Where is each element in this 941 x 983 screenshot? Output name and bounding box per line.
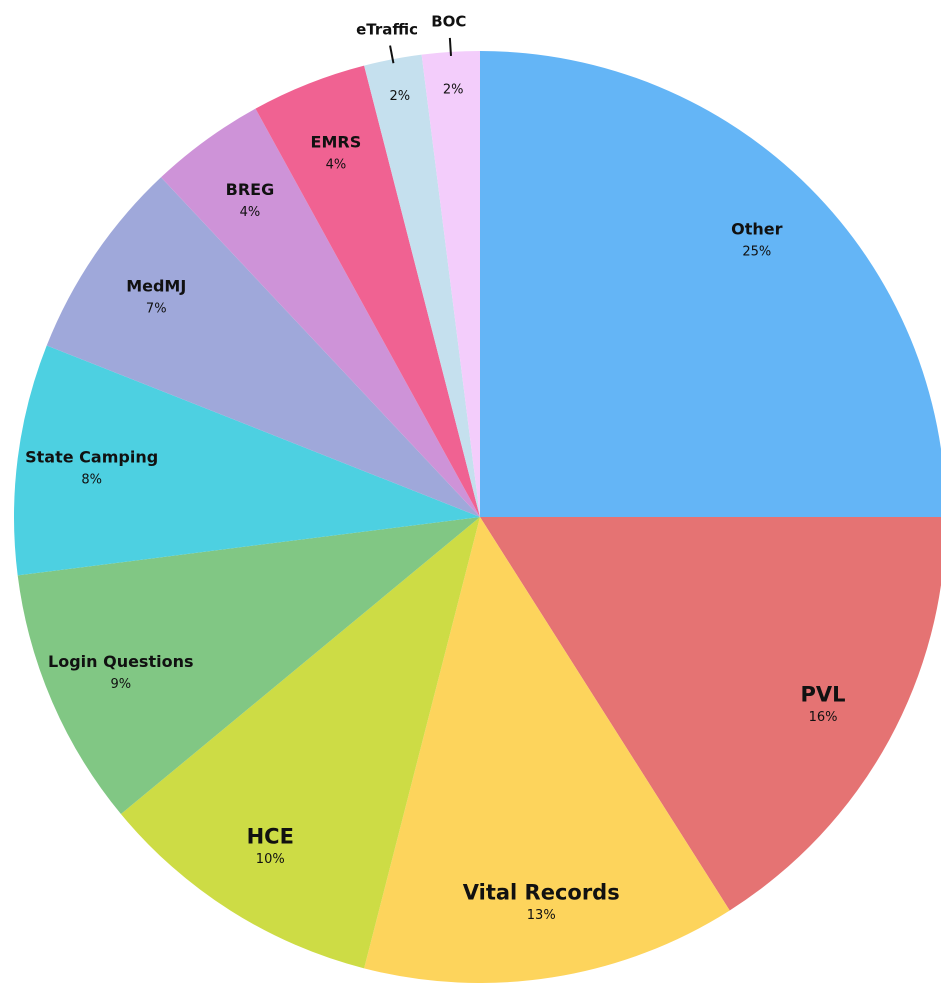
pie-slice — [480, 517, 941, 911]
slice-name: Login Questions — [48, 652, 194, 671]
slice-name: PVL — [801, 683, 846, 707]
slice-name: eTraffic — [356, 20, 418, 38]
slice-name: Vital Records — [463, 881, 620, 905]
pie-slice — [13, 345, 480, 576]
slice-name: HCE — [247, 825, 294, 849]
pie-slice — [255, 65, 480, 517]
slice-percent: 25% — [742, 245, 771, 260]
slice-percent: 7% — [146, 301, 167, 316]
pie-slice — [421, 51, 480, 517]
slice-percent: 13% — [527, 908, 556, 923]
pie-slice — [364, 54, 480, 517]
leader-line — [389, 45, 395, 64]
pie-slice — [161, 108, 481, 518]
slice-percent: 2% — [443, 82, 464, 97]
slice-percent: 4% — [326, 158, 347, 173]
slice-name: MedMJ — [126, 276, 186, 295]
slice-percent: 16% — [809, 710, 838, 725]
pie-slice — [17, 517, 480, 815]
slice-percent: 10% — [256, 852, 285, 867]
slice-percent: 4% — [240, 205, 261, 220]
leader-line — [448, 37, 452, 56]
slice-percent: 2% — [389, 89, 410, 104]
pie-slice — [480, 51, 941, 517]
pie-slice — [46, 177, 481, 518]
slice-name: BREG — [226, 180, 275, 199]
slice-percent: 9% — [110, 677, 131, 692]
pie-slice — [364, 517, 730, 983]
pie-slice — [120, 517, 480, 969]
slice-name: Other — [731, 220, 782, 239]
slice-name: State Camping — [25, 447, 158, 466]
slice-percent: 8% — [81, 472, 102, 487]
slice-name: EMRS — [311, 133, 362, 152]
slice-name: BOC — [431, 12, 466, 30]
